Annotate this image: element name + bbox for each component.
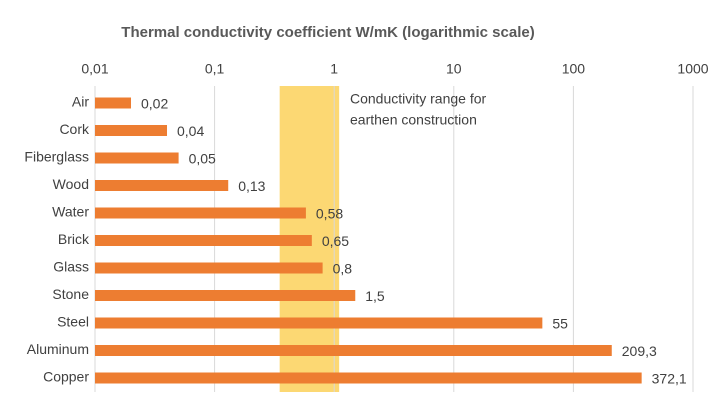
bar — [95, 290, 356, 301]
y-tick-label: Fiberglass — [24, 149, 89, 165]
x-tick-label: 100 — [562, 61, 586, 77]
bar — [95, 372, 642, 384]
bar — [95, 317, 543, 329]
x-tick-label: 0,1 — [205, 61, 225, 77]
y-tick-label: Cork — [59, 121, 90, 137]
bar — [95, 152, 179, 164]
x-tick-label: 0,01 — [81, 61, 108, 77]
data-label: 0,02 — [141, 96, 168, 112]
x-tick-label: 1000 — [677, 61, 708, 77]
data-label: 0,13 — [238, 178, 265, 194]
annotation: Conductivity range for — [350, 91, 487, 107]
bar — [95, 345, 612, 356]
data-label: 372,1 — [652, 371, 687, 387]
data-label: 0,8 — [333, 261, 353, 277]
annotation: earthen construction — [350, 112, 477, 128]
y-tick-label: Wood — [53, 176, 89, 192]
y-tick-label: Air — [72, 94, 89, 110]
bar — [95, 125, 168, 136]
bar — [95, 262, 323, 274]
y-tick-label: Water — [52, 204, 89, 220]
data-label: 0,65 — [322, 233, 349, 249]
bar — [95, 97, 132, 109]
data-label: 0,58 — [316, 206, 343, 222]
y-tick-label: Aluminum — [27, 341, 89, 357]
chart-title: Thermal conductivity coefficient W/mK (l… — [121, 24, 534, 41]
y-tick-label: Stone — [52, 286, 89, 302]
data-label: 55 — [552, 316, 568, 332]
bar — [95, 180, 229, 191]
data-label: 0,05 — [189, 151, 216, 167]
x-tick-label: 10 — [446, 61, 462, 77]
x-tick-label: 1 — [330, 61, 338, 77]
data-label: 1,5 — [365, 288, 385, 304]
bar — [95, 207, 306, 219]
y-tick-label: Steel — [57, 314, 89, 330]
data-label: 209,3 — [622, 343, 657, 359]
y-tick-label: Brick — [58, 231, 90, 247]
y-tick-label: Copper — [43, 369, 89, 385]
data-label: 0,04 — [177, 123, 204, 139]
bar — [95, 235, 312, 246]
y-tick-label: Glass — [53, 259, 89, 275]
